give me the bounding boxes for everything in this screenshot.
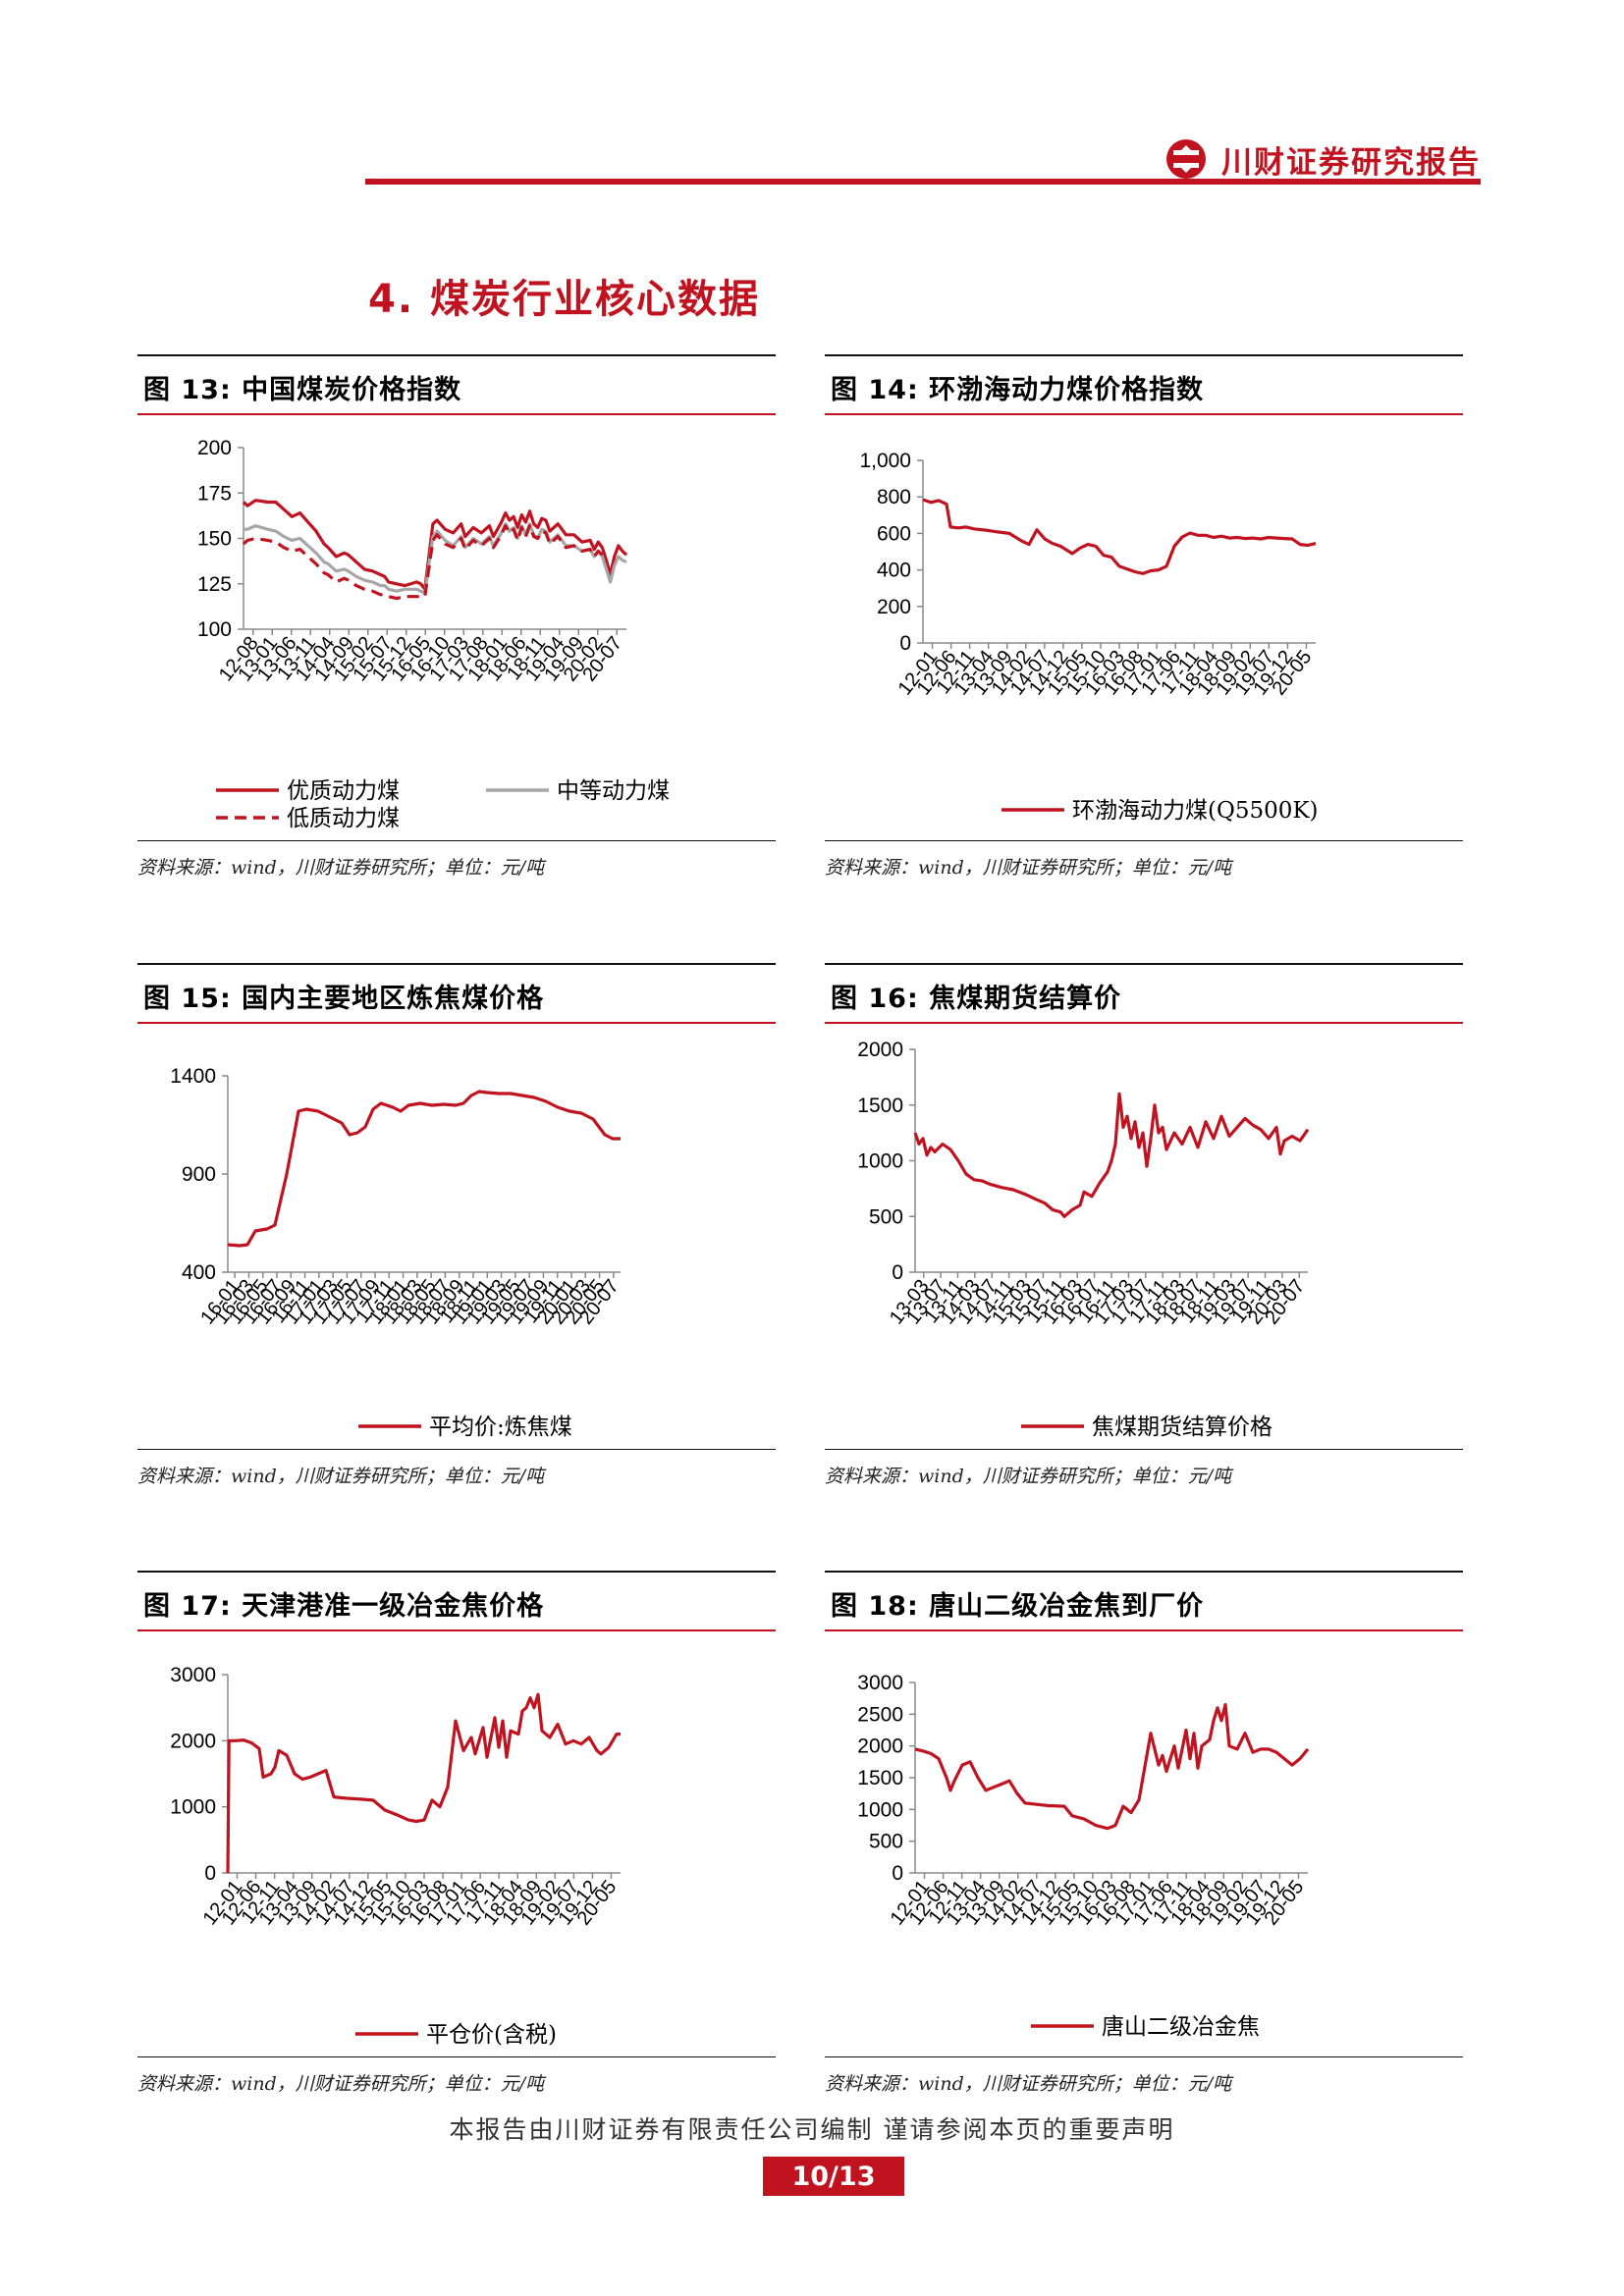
y-tick-label: 600 [877,522,911,545]
y-tick-label: 0 [892,1261,903,1284]
figure-title: 图 18: 唐山二级冶金焦到厂价 [831,1591,1205,1622]
y-tick-label: 1000 [857,1798,903,1821]
figure-16: 图 16: 焦煤期货结算价 0 500 1000 1500 2000 13-03 13-07… [825,963,1463,1493]
figure-13: 图 13: 中国煤炭价格指数 100 125 150 175 200 12-08 13-01… [137,354,776,884]
y-tick-label: 1500 [857,1095,903,1117]
figure-18: 图 18: 唐山二级冶金焦到厂价 0 500 1000 1500 2000 2500 300… [825,1571,1463,2101]
figure-title: 图 13: 中国煤炭价格指数 [143,375,462,405]
figure-source: 资料来源：wind，川财证券研究所；单位：元/吨 [825,1449,1463,1488]
y-tick-label: 2000 [170,1730,216,1752]
y-tick-label: 3000 [170,1664,216,1686]
chart-17: 010002000300012-0112-0612-1113-0413-0914… [170,1664,621,2048]
chart-16: 050010001500200013-0313-0713-1114-0314-0… [857,1039,1310,1440]
figure-title: 图 17: 天津港准一级冶金焦价格 [143,1591,545,1622]
header-brand: 川财证券研究报告 [1164,135,1481,183]
page-number: 10/13 [763,2157,904,2196]
y-tick-label: 3000 [857,1672,903,1694]
figure-15: 图 15: 国内主要地区炼焦煤价格 400 900 1400 16-01 16-03 16… [137,963,776,1493]
legend-label: 焦煤期货结算价格 [1092,1415,1272,1440]
y-tick-label: 500 [869,1831,903,1853]
y-tick-label: 0 [204,1862,216,1885]
series-line [922,498,1317,575]
y-tick-label: 400 [877,560,911,582]
y-tick-label: 2000 [857,1735,903,1758]
series-line [226,1692,621,1874]
y-tick-label: 2500 [857,1703,903,1726]
legend-label: 平仓价(含税) [426,2022,557,2048]
figure-17: 图 17: 天津港准一级冶金焦价格 0 1000 2000 3000 12-01 12-0… [137,1571,776,2101]
section-title: 4. 煤炭行业核心数据 [368,277,760,322]
figure-header: 图 14: 环渤海动力煤价格指数 [825,354,1463,415]
legend-label: 唐山二级冶金焦 [1102,2014,1260,2040]
figure-source: 资料来源：wind，川财证券研究所；单位：元/吨 [137,2056,776,2096]
series-line [913,1092,1310,1218]
figure-title: 图 15: 国内主要地区炼焦煤价格 [143,984,545,1014]
chart-14: 02004006008001,00012-0112-0612-1113-0413… [859,450,1319,824]
figure-header: 图 16: 焦煤期货结算价 [825,963,1463,1024]
legend-label: 环渤海动力煤(Q5500K) [1072,798,1319,824]
chart-18: 05001000150020002500300012-0112-0612-111… [857,1672,1310,2040]
figure-title: 图 14: 环渤海动力煤价格指数 [831,375,1205,405]
y-tick-label: 500 [869,1205,903,1228]
footer-disclaimer: 本报告由川财证券有限责任公司编制 谨请参阅本页的重要声明 [449,2115,1175,2144]
y-tick-label: 0 [899,632,911,655]
figure-source: 资料来源：wind，川财证券研究所；单位：元/吨 [137,840,776,880]
legend-label: 中等动力煤 [557,778,670,804]
y-tick-label: 200 [197,437,232,459]
y-tick-label: 800 [877,486,911,508]
y-tick-label: 2000 [857,1039,903,1061]
y-tick-label: 125 [197,573,232,596]
figure-source: 资料来源：wind，川财证券研究所；单位：元/吨 [825,840,1463,880]
y-tick-label: 1000 [857,1150,903,1173]
legend-label: 优质动力煤 [287,778,400,804]
series-line [242,499,628,591]
figure-title: 图 16: 焦煤期货结算价 [831,984,1122,1014]
chart-15: 400900140016-0116-0316-0516-0716-0916-11… [170,1065,623,1440]
brand-logo-icon [1166,139,1206,179]
legend-label: 平均价:炼焦煤 [429,1415,572,1440]
figure-header: 图 15: 国内主要地区炼焦煤价格 [137,963,776,1024]
brand-name: 川财证券研究报告 [1221,144,1481,181]
y-tick-label: 400 [182,1261,216,1284]
series-line [242,524,604,601]
figure-source: 资料来源：wind，川财证券研究所；单位：元/吨 [137,1449,776,1488]
series-line [227,1090,621,1248]
y-tick-label: 1000 [170,1796,216,1819]
legend-label: 低质动力煤 [287,806,400,831]
y-tick-label: 200 [877,596,911,618]
y-tick-label: 1400 [170,1065,216,1088]
y-tick-label: 150 [197,528,232,551]
y-tick-label: 175 [197,482,232,505]
figure-header: 图 13: 中国煤炭价格指数 [137,354,776,415]
figure-header: 图 18: 唐山二级冶金焦到厂价 [825,1571,1463,1631]
figure-source: 资料来源：wind，川财证券研究所；单位：元/吨 [825,2056,1463,2096]
y-tick-label: 100 [197,618,232,641]
figure-14: 图 14: 环渤海动力煤价格指数 0 200 400 600 800 1,000 12-01… [825,354,1463,884]
y-tick-label: 0 [892,1862,903,1885]
y-tick-label: 1500 [857,1767,903,1789]
y-tick-label: 1,000 [859,450,911,472]
chart-13: 10012515017520012-0813-0113-0613-1114-04… [197,437,670,831]
header-rule [365,179,1481,185]
y-tick-label: 900 [182,1163,216,1186]
figure-header: 图 17: 天津港准一级冶金焦价格 [137,1571,776,1631]
series-line [914,1703,1310,1831]
